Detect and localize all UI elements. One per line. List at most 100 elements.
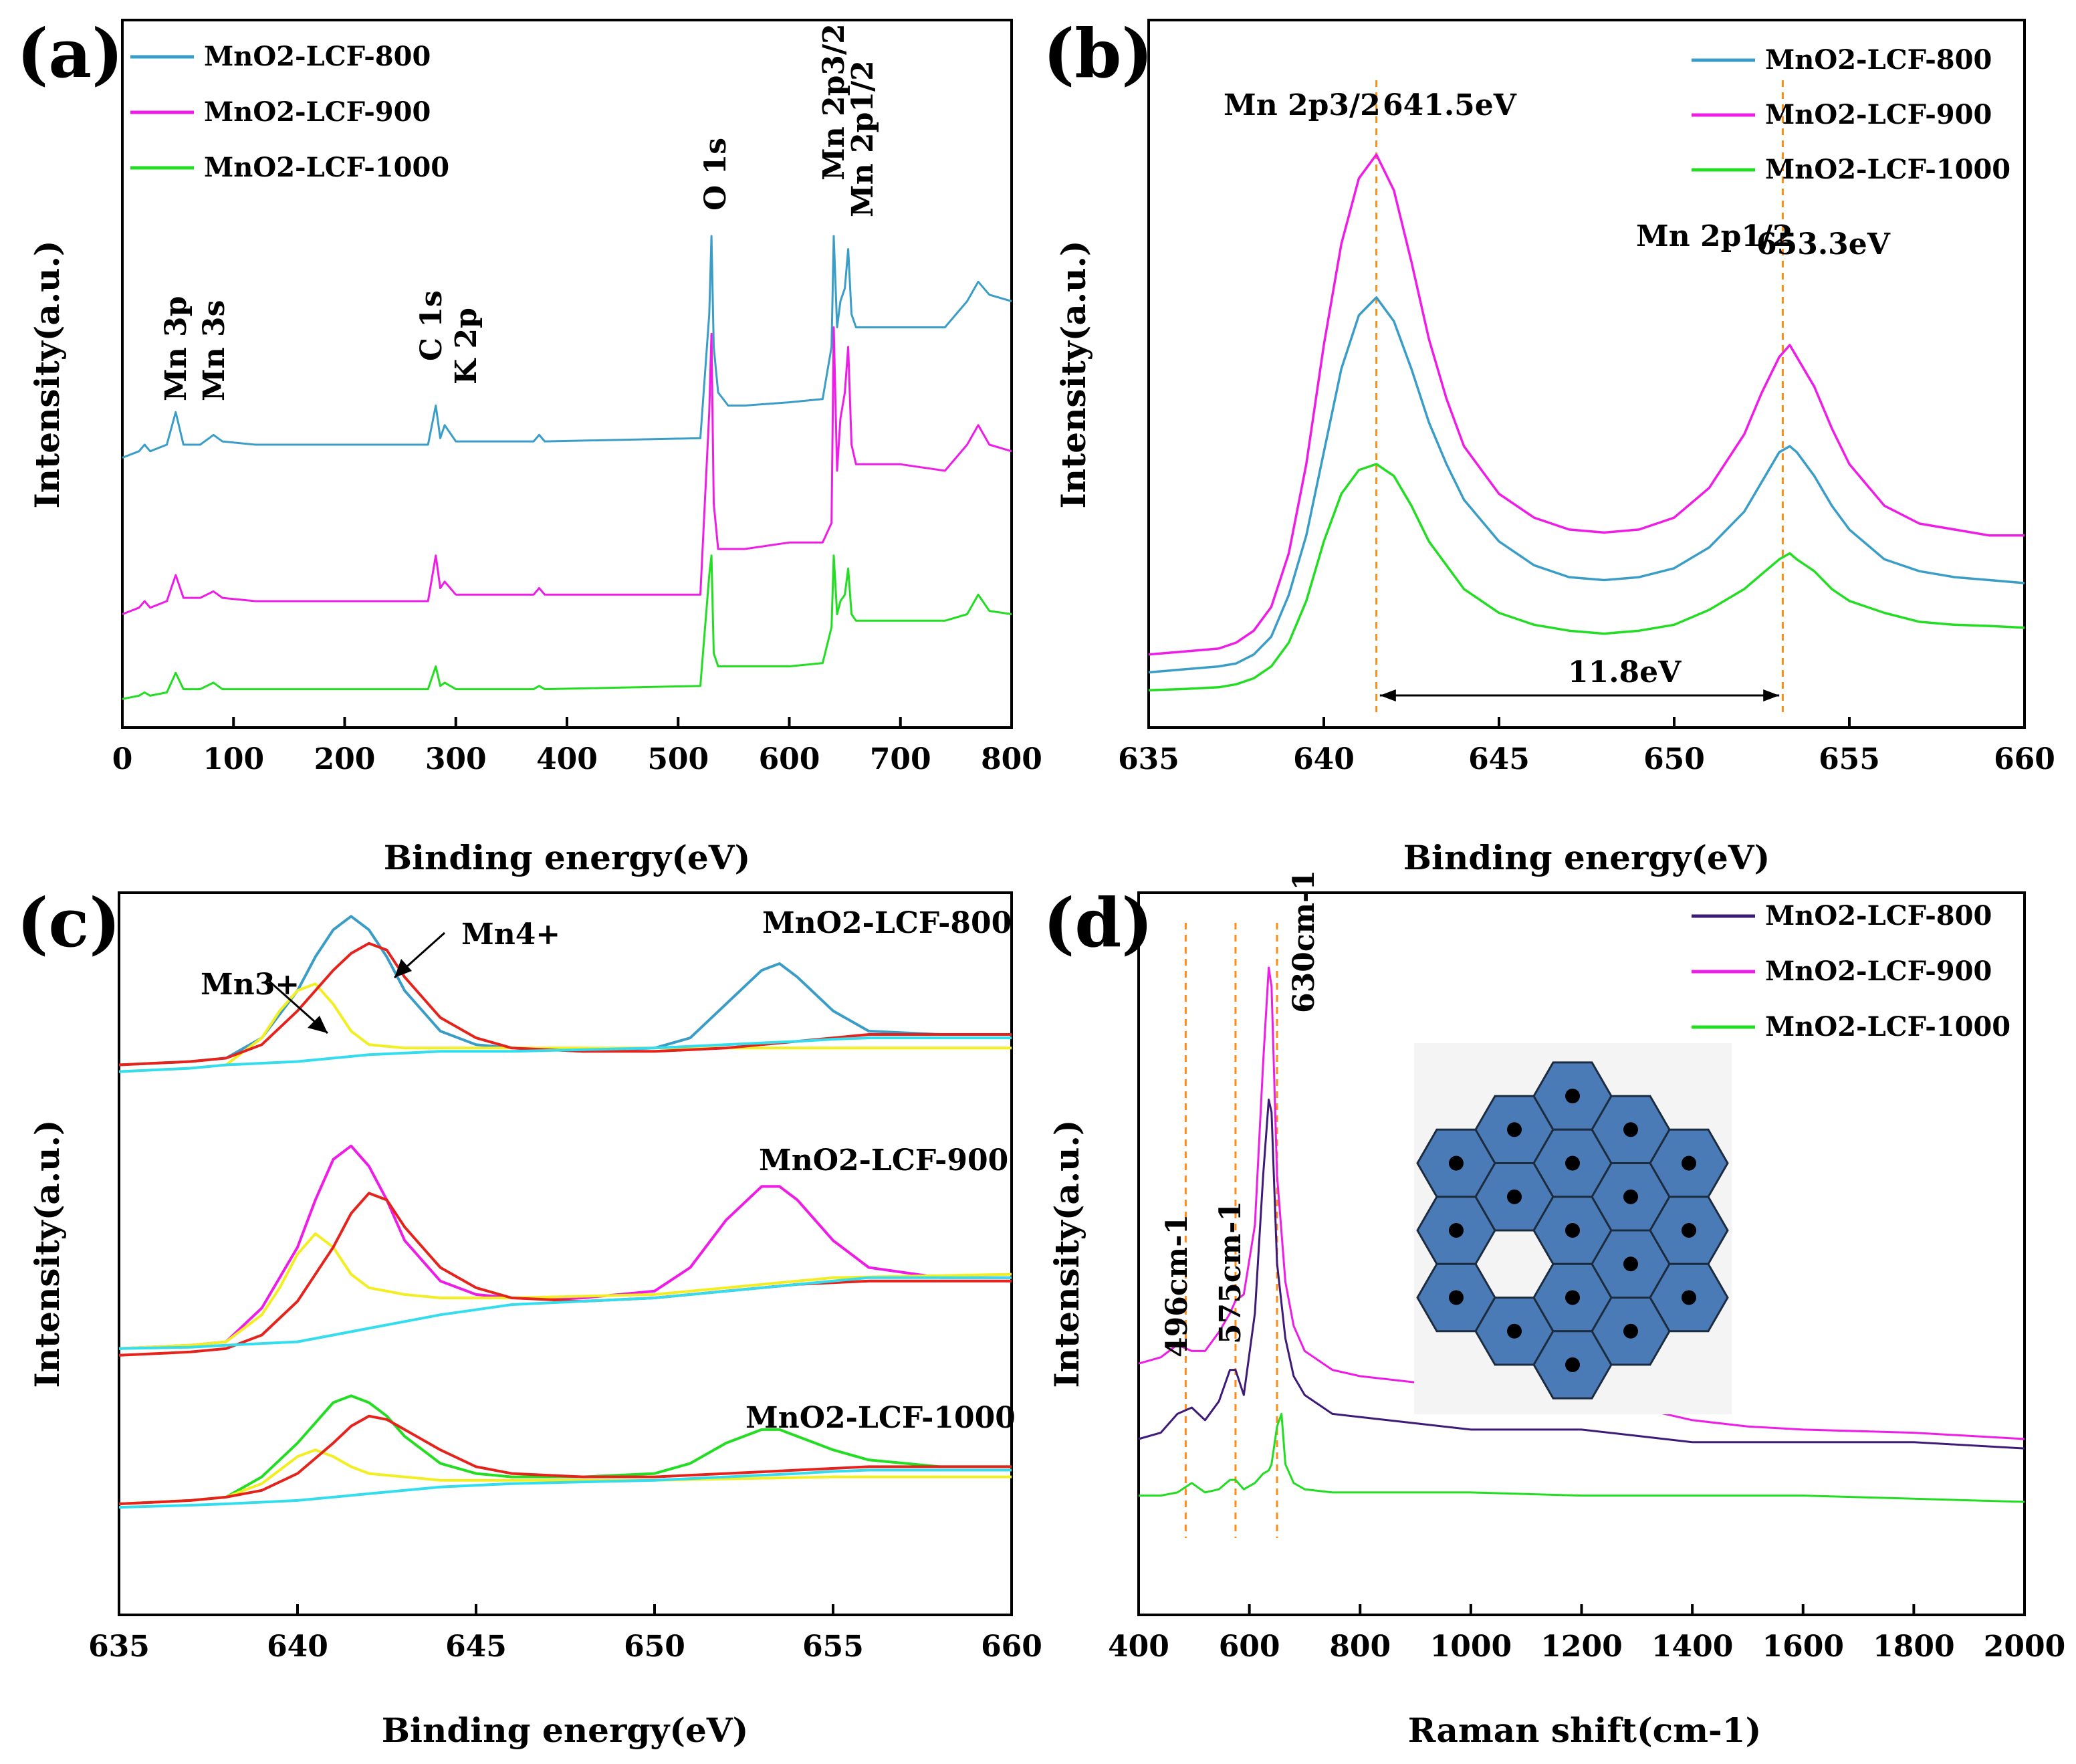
series-line-c-8: [118, 1394, 1012, 1505]
annot-mn2p32: Mn 2p3/2: [817, 23, 851, 181]
mn-atom: [1565, 1357, 1580, 1372]
series-line-c-2: [118, 942, 1012, 1067]
x-tick-label: 1200: [1540, 1630, 1622, 1664]
mn-atom: [1565, 1155, 1580, 1171]
x-tick-label: 640: [1293, 742, 1355, 776]
panel-a-legend: MnO2-LCF-800 MnO2-LCF-900 MnO2-LCF-1000: [130, 41, 449, 183]
mn-atom: [1682, 1290, 1696, 1305]
panel-c-letter: (c): [17, 883, 121, 962]
series-line-d-0: [1138, 1098, 2025, 1450]
panel-d-xticks: 400 600 800 1000 1200 1400 1600 1800 2000: [1108, 1604, 2065, 1664]
panel-d-guides: [1184, 923, 1278, 1538]
mn-atom: [1682, 1223, 1696, 1238]
legend-label-800: MnO2-LCF-800: [1765, 900, 1992, 931]
panel-b-series: [1148, 153, 2025, 691]
annot-mn3: Mn3+: [201, 968, 300, 1002]
mn-atom: [1565, 1223, 1580, 1238]
legend-label-1000: MnO2-LCF-1000: [204, 152, 449, 183]
panel-b-legend: MnO2-LCF-800 MnO2-LCF-900 MnO2-LCF-1000: [1692, 44, 2010, 185]
panel-c-xticks: 635 640 645 650 655 660: [88, 1604, 1042, 1664]
arrowhead-mn3: [308, 1016, 328, 1033]
x-tick-label: 645: [445, 1630, 507, 1664]
x-tick-label: 655: [802, 1630, 864, 1664]
annot-k2p: K 2p: [449, 308, 483, 384]
x-tick-label: 100: [203, 742, 264, 776]
mn-atom: [1623, 1122, 1638, 1137]
x-tick-label: 660: [1994, 742, 2055, 776]
series-line-b-2: [1148, 463, 2025, 691]
panel-a-series: [122, 235, 1012, 700]
panel-d-xlabel: Raman shift(cm-1): [1408, 1711, 1761, 1750]
mn-atom: [1449, 1290, 1464, 1305]
annot-mn2p32: Mn 2p3/2: [1224, 88, 1381, 122]
annot-575: 575cm-1: [1214, 1201, 1248, 1344]
annot-mn3s: Mn 3s: [197, 300, 231, 401]
annot-mn3p: Mn 3p: [159, 296, 193, 401]
mn-atom: [1449, 1155, 1464, 1171]
arrowhead-mn4: [394, 959, 412, 978]
panel-a-xticks: 0 100 200 300 400 500 600 700 800: [112, 717, 1042, 776]
mn-atom: [1623, 1256, 1638, 1272]
series-line-c-4: [118, 1144, 1012, 1350]
x-tick-label: 800: [981, 742, 1042, 776]
mn-atom: [1507, 1189, 1522, 1204]
mn-atom: [1449, 1223, 1464, 1238]
x-tick-label: 650: [624, 1630, 685, 1664]
legend-label-800: MnO2-LCF-800: [204, 41, 431, 72]
arrowhead-right: [1763, 689, 1780, 701]
mn-atom: [1565, 1089, 1580, 1104]
panel-b-letter: (b): [1043, 14, 1153, 93]
x-tick-label: 300: [425, 742, 487, 776]
panel-d-letter: (d): [1043, 883, 1153, 962]
panel-b-guides: [1375, 80, 1784, 712]
series-line-a-2: [122, 554, 1012, 700]
annot-c1s: C 1s: [415, 290, 449, 361]
x-tick-label: 660: [981, 1630, 1042, 1664]
mn-atom: [1623, 1323, 1638, 1339]
x-tick-label: 200: [314, 742, 376, 776]
panel-a-letter: (a): [17, 14, 123, 93]
legend-label-800: MnO2-LCF-800: [1765, 44, 1992, 76]
annot-653-3: 653.3eV: [1756, 227, 1891, 261]
panel-a-xlabel: Binding energy(eV): [384, 838, 751, 877]
x-tick-label: 600: [1219, 1630, 1280, 1664]
x-tick-label: 500: [647, 742, 709, 776]
annot-o1s: O 1s: [699, 138, 733, 211]
series-line-c-7: [118, 1276, 1012, 1350]
annot-641-5: 641.5eV: [1383, 88, 1517, 122]
panel-a: (a) 0 100 200 300 400 500 600 700 800 Binding en…: [17, 14, 1042, 877]
panel-b-frame: [1147, 19, 2026, 729]
x-tick-label: 640: [267, 1630, 328, 1664]
annot-496: 496cm-1: [1160, 1214, 1194, 1357]
mn-atom: [1682, 1155, 1696, 1171]
panel-d-legend: MnO2-LCF-800 MnO2-LCF-900 MnO2-LCF-1000: [1692, 900, 2010, 1042]
panel-b-xlabel: Binding energy(eV): [1403, 838, 1770, 877]
x-tick-label: 635: [1118, 742, 1179, 776]
structure-inset: [1414, 1043, 1732, 1414]
x-tick-label: 655: [1819, 742, 1880, 776]
annot-mn2p12: Mn 2p1/2: [846, 60, 880, 217]
panel-d: (d) 400 600 800 1000 1200 1400 1600 1800 2000 Ra…: [1043, 870, 2065, 1750]
x-tick-label: 800: [1329, 1630, 1391, 1664]
series-line-c-6: [118, 1192, 1012, 1357]
mn-atom: [1565, 1290, 1580, 1305]
panel-c-frame: [118, 891, 1013, 1616]
series-line-b-0: [1148, 296, 2025, 674]
mn-atom: [1507, 1122, 1522, 1137]
series-line-c-5: [118, 1232, 1012, 1350]
annot-separation: 11.8eV: [1568, 655, 1682, 689]
series-line-a-1: [122, 326, 1012, 615]
label-800: MnO2-LCF-800: [762, 906, 1012, 940]
panel-c-series: [118, 915, 1012, 1509]
panel-c: (c) 635 640 645 650 655 660 Binding energy(eV…: [17, 883, 1042, 1750]
annot-mn4: Mn4+: [461, 917, 560, 952]
label-900: MnO2-LCF-900: [759, 1143, 1008, 1178]
x-tick-label: 400: [1108, 1630, 1169, 1664]
x-tick-label: 645: [1468, 742, 1530, 776]
panel-b-ylabel: Intensity(a.u.): [1054, 240, 1093, 508]
panel-b: (b) 635 640 645 650 655 660 Binding energy(eV…: [1043, 14, 2055, 877]
annot-mn2p12: Mn 2p1/2: [1636, 219, 1793, 253]
legend-label-900: MnO2-LCF-900: [1765, 99, 1992, 130]
panel-a-ylabel: Intensity(a.u.): [27, 240, 67, 508]
